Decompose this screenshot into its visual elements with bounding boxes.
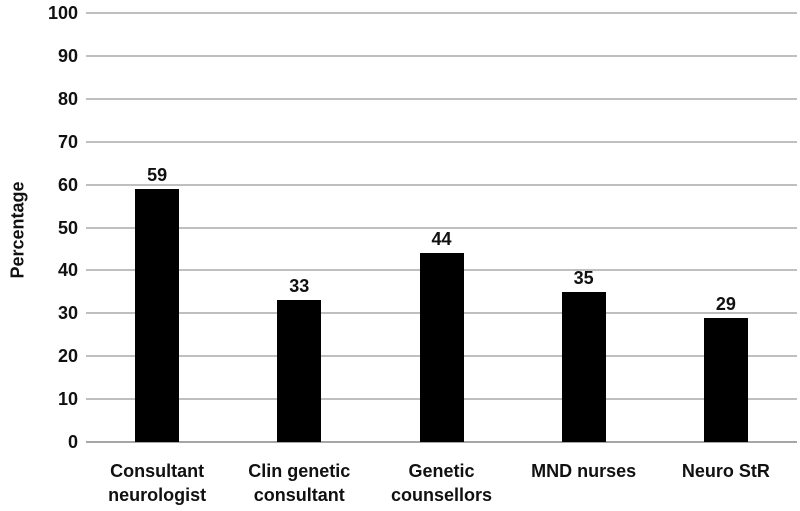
gridline [86, 97, 797, 100]
gridline [86, 183, 797, 186]
x-category-label: Neuro StR [681, 461, 770, 481]
y-tick-label: 50 [57, 217, 78, 238]
y-tick-label: 100 [47, 3, 78, 23]
gridline [86, 140, 797, 143]
gridline [86, 12, 797, 14]
y-tick-label: 90 [57, 45, 78, 66]
x-category-label: MND nurses [531, 461, 637, 481]
y-tick-label: 10 [57, 389, 78, 410]
gridline [86, 226, 797, 229]
x-category-label: Consultant neurologist [108, 461, 207, 505]
gridline [86, 54, 797, 57]
y-tick-label: 70 [57, 131, 78, 152]
bar [419, 253, 464, 442]
bar-value-label: 29 [715, 293, 736, 314]
bar [277, 300, 322, 442]
bar-value-label: 44 [431, 229, 452, 250]
bar-value-label: 33 [289, 276, 310, 297]
y-tick-label: 40 [57, 260, 78, 281]
x-axis-line [86, 441, 797, 443]
bar-value-label: 59 [147, 164, 168, 185]
bar-value-label: 35 [573, 267, 594, 288]
y-tick-label: 20 [57, 346, 78, 367]
bar [561, 291, 606, 442]
x-category-label: Genetic counsellors [390, 461, 493, 505]
y-tick-label: 60 [57, 174, 78, 195]
bar [703, 317, 748, 442]
y-tick-label: 30 [57, 303, 78, 324]
y-tick-label: 80 [57, 88, 78, 109]
y-tick-label: 0 [67, 432, 78, 452]
x-category-label: Clin genetic consultant [248, 461, 351, 505]
bar [135, 188, 180, 442]
